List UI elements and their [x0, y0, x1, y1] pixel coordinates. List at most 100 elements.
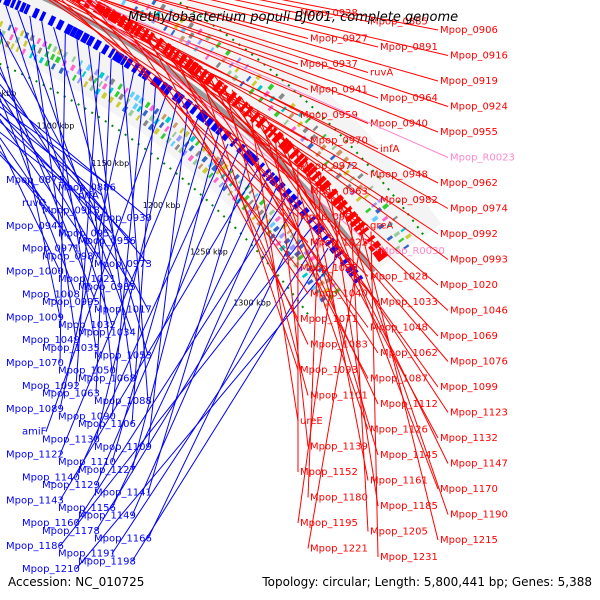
gene-label-left: Mpop_1090 [58, 411, 116, 422]
reverse-strand-gene [14, 0, 22, 11]
gene-label-right: Mpop_1231 [380, 552, 438, 563]
feature-track-mark [81, 71, 87, 78]
gene-label-left: Mpop_0930 [94, 213, 152, 224]
gene-label-left: Mpop_1210 [22, 564, 80, 575]
feature-track-mark [136, 105, 143, 113]
reverse-strand-gene [69, 26, 79, 38]
gene-leader-line [82, 0, 379, 252]
gene-leader-line [0, 100, 133, 242]
gene-leader-line [111, 237, 321, 555]
feature-track-mark [160, 132, 167, 140]
feature-track-mark [355, 195, 363, 203]
gene-label-left: Mpop_1088 [94, 396, 152, 407]
gene-label-right: Mpop_1123 [450, 408, 508, 419]
feature-track-mark [49, 53, 56, 61]
gene-label-left: Mpop_1160 [22, 518, 80, 529]
gene-label-left: Mpop_1068 [78, 373, 136, 384]
feature-track-mark [133, 94, 141, 102]
feature-track-mark [231, 74, 239, 82]
gene-leader-line [124, 0, 449, 107]
gene-leader-line [53, 27, 149, 356]
feature-track-mark [7, 24, 12, 31]
gene-label-right: Mpop_0992 [440, 229, 498, 240]
reverse-strand-gene [80, 32, 90, 44]
gene-leader-line [297, 197, 344, 524]
gene-label-right: Mpop_0962 [440, 178, 498, 189]
gene-label-right: Mpop_0982 [380, 195, 438, 206]
gene-leader-line [41, 21, 97, 348]
feature-track-mark [134, 0, 139, 4]
feature-track-mark [142, 119, 149, 127]
feature-track-mark [10, 43, 15, 50]
gene-label-right: Mpop_1112 [380, 399, 438, 410]
feature-track-mark [197, 38, 203, 45]
feature-track-mark [0, 20, 4, 28]
genome-backbone [41, 0, 376, 274]
feature-track-mark [320, 133, 327, 140]
feature-track-mark [107, 96, 115, 104]
feature-track-mark [164, 125, 170, 133]
gene-label-right: Mpop_1087 [370, 374, 428, 385]
feature-track-mark [288, 112, 295, 120]
gene-label-right: Mpop_0959 [300, 110, 358, 121]
gene-leader-line [61, 0, 299, 218]
feature-track-mark [272, 225, 280, 233]
gene-leader-line [147, 110, 188, 448]
gene-label-right: Mpop_1028 [370, 272, 428, 283]
feature-track-mark [37, 47, 43, 54]
gene-leader-line [103, 3, 439, 286]
feature-track-mark [288, 244, 296, 251]
gene-leader-line [131, 87, 156, 425]
feature-track-mark [386, 235, 394, 242]
reverse-strand-gene [19, 1, 27, 13]
feature-track-mark [309, 134, 317, 141]
gene-leader-line [75, 52, 101, 386]
feature-track-mark [182, 150, 188, 157]
gene-label-left: Mpop_1141 [94, 488, 152, 499]
gene-label-right: Mpop_1071 [300, 314, 358, 325]
feature-track-mark [365, 207, 372, 214]
gene-label-left: Mpop_1110 [58, 457, 116, 468]
feature-track-mark [36, 37, 42, 45]
feature-track-mark [335, 172, 343, 180]
gene-label-right: Mpop_1093 [300, 365, 358, 376]
gene-leader-line [131, 247, 329, 562]
forward-strand-gene [83, 0, 93, 10]
gene-label-left: Mpop_0871 [6, 175, 64, 186]
feature-track-mark [208, 172, 214, 179]
gene-leader-line [153, 0, 439, 82]
gene-leader-line [0, 94, 149, 219]
gene-label-right: Mpop_0919 [440, 76, 498, 87]
gene-leader-line [223, 82, 309, 396]
gene-leader-line [356, 214, 439, 541]
feature-track-mark [175, 134, 183, 142]
feature-track-mark [21, 48, 27, 55]
gene-leader-line [159, 0, 309, 39]
feature-track-mark [144, 101, 151, 109]
feature-track-mark [201, 166, 209, 175]
gene-label-right: Mpop_1185 [380, 501, 438, 512]
feature-track-mark [54, 56, 61, 64]
gene-label-right: Mpop_1195 [300, 518, 358, 529]
gene-leader-line [132, 19, 449, 311]
feature-track-mark [215, 61, 222, 69]
gene-label-left: Mpop_0987 [42, 251, 100, 262]
gene-leader-line [187, 56, 449, 362]
feature-track-mark [280, 106, 287, 113]
feature-track-mark [343, 169, 350, 176]
gene-leader-line [349, 205, 369, 532]
gene-leader-line [0, 97, 77, 295]
gene-leader-line [131, 188, 277, 516]
feature-track-mark [158, 121, 165, 129]
gene-leader-line [178, 49, 379, 354]
gene-leader-line [80, 0, 439, 184]
gene-leader-line [113, 8, 309, 294]
feature-track-mark [19, 30, 25, 37]
feature-track-mark [386, 222, 394, 228]
genome-summary: Topology: circular; Length: 5,800,441 bp… [262, 575, 592, 589]
reverse-strand-gene [73, 28, 84, 41]
gene-leader-line [89, 0, 449, 260]
feature-track-mark [15, 45, 21, 53]
forward-strand-gene [357, 226, 370, 237]
